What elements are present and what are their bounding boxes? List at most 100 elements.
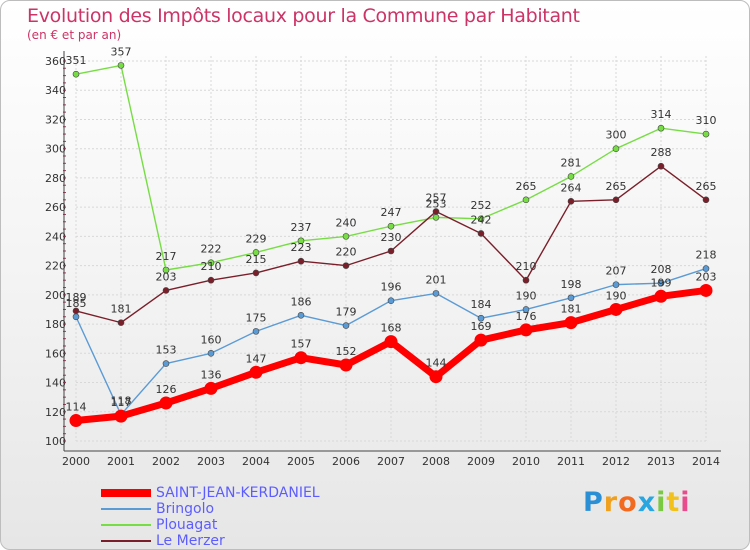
data-point [159,396,173,410]
data-label: 190 [516,289,537,302]
data-label: 215 [246,253,267,266]
data-label: 169 [471,320,492,333]
data-point [702,130,710,138]
data-labels: 351 357 217 222 229 237 240 247 253 252 265 281 300 3… [66,45,717,413]
data-point [162,266,170,274]
y-tick-label: 200 [45,289,66,302]
x-tick-label: 2004 [242,455,270,468]
data-label: 310 [696,114,717,127]
data-point [387,222,395,230]
data-label: 247 [381,206,402,219]
legend-swatch [101,489,151,497]
data-label: 208 [651,263,672,276]
data-label: 203 [696,270,717,283]
logo-letter: i [656,487,667,518]
data-point [654,289,668,303]
data-label: 207 [606,265,627,278]
data-point [477,215,485,223]
data-point [342,233,350,240]
data-point [162,360,170,367]
data-point [477,230,485,237]
data-point [342,322,350,329]
y-tick-label: 260 [45,201,66,214]
data-label: 222 [201,243,222,256]
y-tick-label: 340 [45,84,66,97]
data-label: 190 [606,289,627,302]
data-label: 252 [471,199,492,212]
data-point [342,262,350,269]
data-label: 217 [156,250,177,263]
data-point [297,312,305,319]
data-label: 144 [426,357,447,370]
data-point [612,281,620,288]
logo-letter: r [603,487,619,518]
data-label: 218 [696,249,717,262]
data-point [609,302,623,316]
data-label: 185 [66,297,87,310]
data-label: 223 [291,241,312,254]
data-point [477,314,485,322]
data-point [249,365,263,379]
data-label: 257 [426,192,447,205]
x-tick-label: 2007 [377,455,405,468]
data-point [339,358,353,372]
data-label: 198 [561,278,582,291]
x-tick-label: 2011 [557,455,585,468]
data-label: 181 [111,303,132,316]
y-tick-label: 300 [45,143,66,156]
data-label: 265 [606,180,627,193]
x-tick-label: 2008 [422,455,450,468]
proxiti-logo: Proxiti [583,487,691,518]
data-label: 351 [66,54,87,67]
data-label: 114 [66,401,87,414]
y-tick-label: 100 [45,435,66,448]
data-point [294,351,308,365]
data-point [702,265,710,272]
data-point [72,313,80,321]
legend-swatch [101,508,151,510]
data-point [387,247,395,255]
data-point [252,269,260,277]
data-point [207,276,215,284]
data-label: 203 [156,270,177,283]
y-tick-label: 240 [45,230,66,243]
data-label: 189 [66,291,87,304]
data-label: 210 [516,260,537,273]
data-point [114,409,128,423]
legend-swatch [101,540,151,542]
data-point [474,333,488,347]
data-label: 160 [201,333,222,346]
axes: 100 120 140 160 180 200 220 240 260 280 300 320 340 3… [45,51,721,468]
data-point [699,283,713,297]
x-tick-label: 2002 [152,455,180,468]
data-point [519,323,533,337]
logo-letter: x [637,487,657,518]
data-point [387,297,395,304]
data-label: 153 [156,344,177,357]
data-point [297,257,305,265]
x-tick-label: 2012 [602,455,630,468]
data-label: 184 [471,298,492,311]
data-point [207,259,215,266]
data-label: 253 [426,197,447,210]
data-point [564,316,578,330]
data-point [162,287,170,294]
data-label: 314 [651,108,672,121]
x-tick-label: 2005 [287,455,315,468]
chart-subtitle: (en € et par an) [27,28,122,42]
data-point [117,62,125,69]
y-tick-label: 180 [45,318,66,331]
y-tick-label: 280 [45,172,66,185]
data-point [567,294,575,302]
data-point [657,162,665,170]
logo-letter: o [618,487,638,518]
data-label: 240 [336,216,357,229]
x-tick-label: 2010 [512,455,540,468]
y-tick-label: 360 [45,55,66,68]
data-label: 242 [471,213,492,226]
x-tick-label: 2013 [647,455,675,468]
chart-title: Evolution des Impôts locaux pour la Comm… [27,5,580,27]
legend-swatch [101,524,151,526]
data-point [567,198,575,205]
